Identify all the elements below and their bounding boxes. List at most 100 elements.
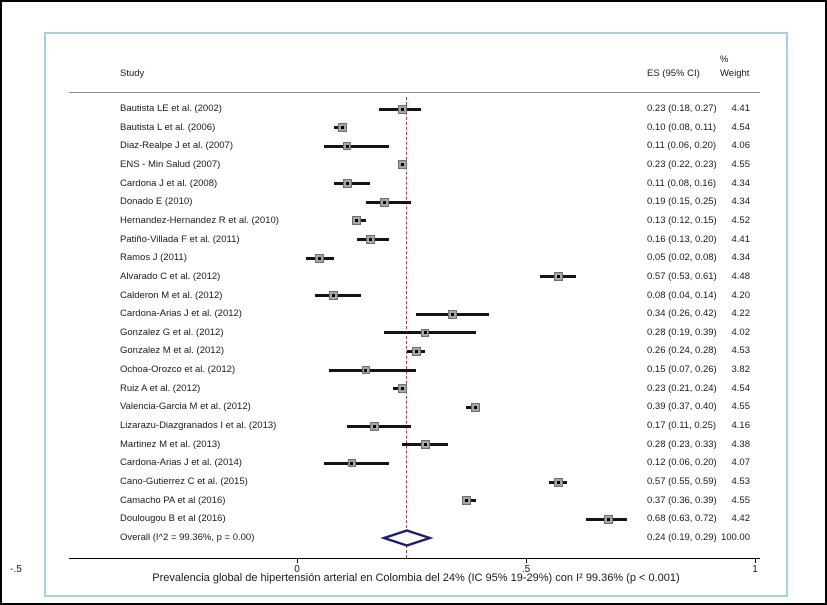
marker-center-dot	[400, 163, 404, 167]
column-header-study: Study	[120, 68, 145, 79]
x-tick-label: 1	[752, 564, 758, 575]
weight-value: 4.53	[731, 345, 751, 357]
weight-value: 4.55	[731, 401, 751, 413]
es-value: 0.39 (0.37, 0.40)	[647, 401, 717, 413]
marker-center-dot	[423, 443, 427, 447]
effect-marker	[603, 514, 613, 524]
marker-center-dot	[414, 349, 418, 353]
effect-marker	[379, 197, 389, 207]
study-label: Gonzalez M et al. (2012)	[120, 345, 225, 357]
ci-line	[324, 144, 389, 148]
study-label: Ramos J (2011)	[120, 252, 187, 264]
es-value: 0.23 (0.18, 0.27)	[647, 103, 717, 114]
effect-marker	[342, 179, 352, 189]
overall-diamond	[380, 529, 434, 547]
es-value: 0.12 (0.06, 0.20)	[647, 457, 717, 469]
study-label: ENS - Min Salud (2007)	[120, 158, 221, 170]
effect-marker	[471, 402, 481, 412]
study-label: Donado E (2010)	[120, 196, 193, 208]
study-label: Gonzalez G et al. (2012)	[120, 326, 224, 338]
es-value: 0.68 (0.63, 0.72)	[647, 513, 717, 525]
effect-marker	[420, 440, 430, 450]
overall-ref-line	[405, 97, 407, 558]
study-label: Doulougou B et al (2016)	[120, 513, 226, 525]
effect-marker	[448, 309, 458, 319]
effect-marker	[343, 142, 352, 151]
weight-value: 4.16	[731, 420, 751, 432]
figure-caption: Prevalencia global de hipertensión arter…	[152, 572, 680, 584]
effect-marker	[352, 216, 362, 226]
marker-center-dot	[373, 424, 377, 428]
x-tick	[297, 559, 298, 563]
overall-es-value: 0.24 (0.19, 0.29)	[647, 531, 717, 543]
study-label: Ruiz A et al. (2012)	[120, 382, 201, 394]
marker-center-dot	[318, 256, 322, 260]
study-label: Patiño-Villada F et al. (2011)	[120, 233, 240, 245]
weight-value: 4.20	[731, 289, 751, 301]
es-value: 0.23 (0.22, 0.23)	[647, 158, 717, 170]
study-label: Cardona-Arias J et al. (2014)	[120, 457, 242, 469]
overall-weight-value: 100.00	[720, 531, 750, 543]
es-value: 0.05 (0.02, 0.08)	[647, 252, 717, 264]
study-label: Bautista LE et al. (2002)	[120, 103, 222, 114]
effect-marker	[397, 384, 407, 394]
effect-marker	[553, 272, 563, 282]
header-separator	[69, 92, 760, 93]
weight-value: 4.38	[731, 438, 751, 450]
weight-value: 4.54	[731, 382, 751, 394]
effect-marker	[329, 291, 339, 300]
x-axis	[69, 558, 760, 559]
marker-center-dot	[368, 238, 372, 242]
marker-center-dot	[400, 107, 404, 111]
weight-value: 4.07	[731, 457, 751, 469]
x-tick-label: .5	[521, 564, 531, 575]
marker-center-dot	[474, 405, 478, 409]
marker-center-dot	[345, 144, 349, 148]
es-value: 0.16 (0.13, 0.20)	[647, 233, 717, 245]
weight-value: 4.41	[731, 103, 751, 114]
weight-value: 4.53	[731, 476, 751, 487]
marker-center-dot	[364, 368, 368, 372]
es-value: 0.28 (0.19, 0.39)	[647, 326, 717, 338]
column-header-es: ES (95% CI)	[647, 68, 700, 79]
study-label: Alvarado C et al. (2012)	[120, 270, 221, 282]
marker-center-dot	[332, 294, 336, 297]
ci-line	[384, 331, 476, 335]
weight-value: 4.52	[731, 214, 751, 226]
weight-value: 4.22	[731, 308, 751, 320]
es-value: 0.57 (0.55, 0.59)	[647, 476, 717, 487]
effect-marker	[361, 366, 370, 375]
study-label: Diaz-Realpe J et al. (2007)	[120, 140, 233, 152]
marker-center-dot	[400, 387, 404, 391]
study-label: Camacho PA et al (2016)	[120, 494, 226, 506]
x-tick-label: -.5	[10, 564, 22, 575]
ci-line	[333, 182, 371, 186]
es-value: 0.37 (0.36, 0.39)	[647, 494, 717, 506]
es-value: 0.08 (0.04, 0.14)	[647, 289, 717, 301]
effect-marker	[421, 328, 430, 337]
ci-line	[324, 461, 389, 465]
marker-center-dot	[355, 219, 359, 223]
study-label: Bautista L et al. (2006)	[120, 121, 216, 133]
es-value: 0.10 (0.08, 0.11)	[647, 121, 717, 133]
effect-marker	[397, 104, 407, 114]
weight-value: 4.34	[731, 177, 751, 189]
weight-value: 4.54	[731, 121, 751, 133]
weight-value: 4.48	[731, 270, 751, 282]
marker-center-dot	[464, 499, 468, 503]
es-value: 0.17 (0.11, 0.25)	[647, 420, 717, 432]
marker-center-dot	[423, 331, 427, 335]
effect-marker	[347, 459, 356, 468]
ci-line	[315, 294, 362, 297]
weight-value: 3.82	[731, 364, 751, 376]
study-label: Hernandez-Hernandez R et al. (2010)	[120, 214, 279, 226]
weight-value: 4.34	[731, 196, 751, 208]
study-label: Valencia-Garcia M et al. (2012)	[120, 401, 251, 413]
es-value: 0.34 (0.26, 0.42)	[647, 308, 717, 320]
study-label: Cardona J et al. (2008)	[120, 177, 218, 189]
study-label: Calderon M et al. (2012)	[120, 289, 223, 301]
weight-value: 4.34	[731, 252, 751, 264]
weight-value: 4.06	[731, 140, 751, 152]
